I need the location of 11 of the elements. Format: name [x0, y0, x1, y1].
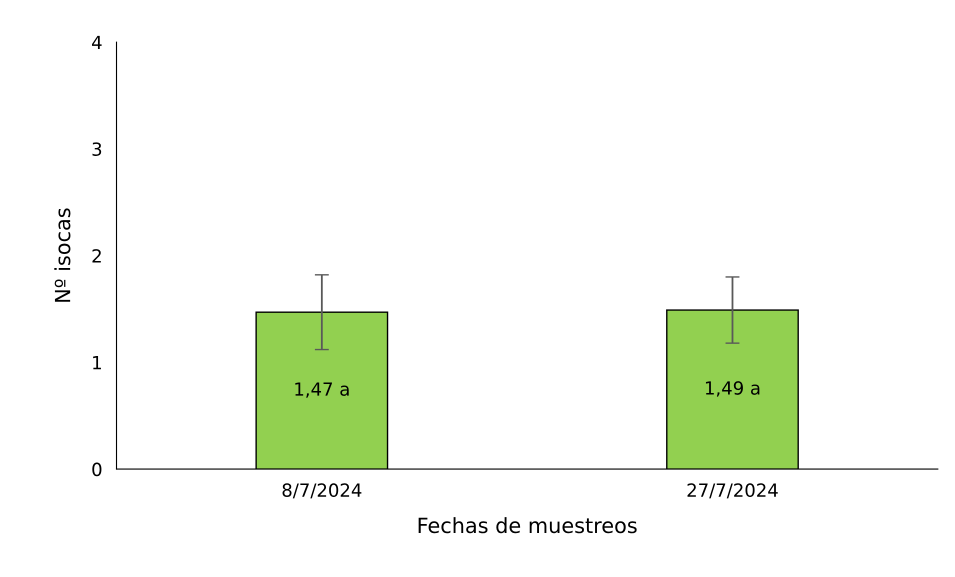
y-tick-label: 0 — [92, 462, 102, 476]
x-tick-label: 27/7/2024 — [688, 483, 778, 498]
y-tick-label: 3 — [92, 142, 102, 156]
x-tick-label: 8/7/2024 — [282, 483, 362, 498]
x-axis-title: Fechas de muestreos — [418, 517, 637, 534]
y-tick-label: 4 — [92, 36, 102, 49]
y-tick-label: 1 — [93, 356, 101, 370]
y-tick-label: 2 — [92, 249, 101, 262]
y-axis-title: Nº isocas — [54, 208, 70, 302]
data-label: 1,47 a — [295, 382, 349, 398]
data-label: 1,49 a — [706, 381, 760, 397]
